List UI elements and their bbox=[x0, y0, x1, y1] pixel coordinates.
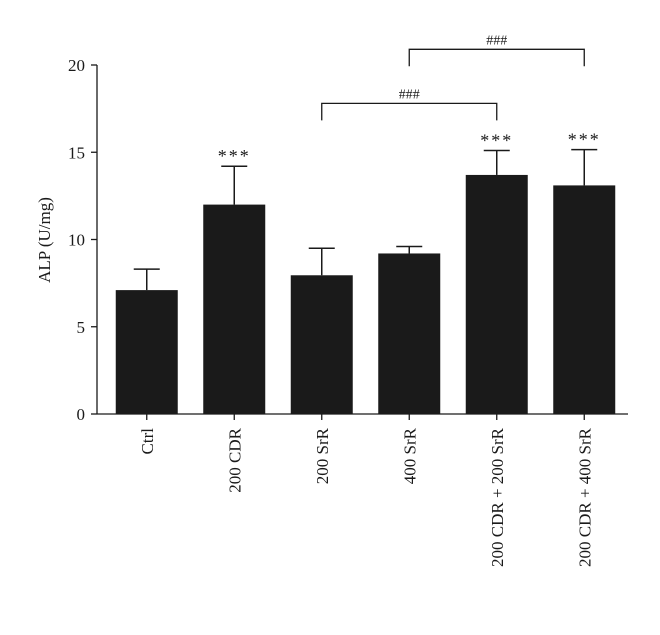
x-tick-label: Ctrl bbox=[138, 428, 157, 455]
bar bbox=[290, 275, 353, 414]
y-tick-label: 15 bbox=[68, 143, 85, 162]
y-tick-label: 10 bbox=[68, 231, 85, 250]
significance-label: *** bbox=[480, 131, 513, 151]
annotations: *** *** *** ### ### bbox=[218, 33, 601, 166]
bracket-label: ### bbox=[486, 33, 507, 48]
bars bbox=[115, 148, 616, 414]
x-tick-label: 200 SrR bbox=[313, 427, 332, 484]
y-tick-label: 20 bbox=[68, 56, 85, 75]
y-tick-label: 5 bbox=[77, 318, 86, 337]
x-tick-label: 400 SrR bbox=[400, 427, 419, 484]
y-axis-label: ALP (U/mg) bbox=[35, 197, 54, 283]
bar bbox=[465, 174, 528, 414]
x-tick-label: 200 CDR bbox=[225, 427, 244, 492]
significance-label: *** bbox=[218, 146, 251, 166]
y-axis: 0 5 10 15 20 bbox=[68, 56, 98, 424]
x-axis: Ctrl 200 CDR 200 SrR 400 SrR 200 CDR + 200 S… bbox=[97, 413, 628, 567]
bracket-label: ### bbox=[399, 87, 420, 102]
bar bbox=[378, 253, 441, 414]
comparison-bracket bbox=[408, 48, 585, 67]
bar bbox=[203, 204, 266, 414]
y-tick-label: 0 bbox=[77, 405, 86, 424]
x-tick-label: 200 CDR + 200 SrR bbox=[488, 427, 507, 567]
bar bbox=[115, 290, 178, 414]
bar bbox=[553, 185, 616, 414]
x-tick-label: 200 CDR + 400 SrR bbox=[575, 427, 594, 567]
significance-label: *** bbox=[568, 130, 601, 150]
comparison-bracket bbox=[321, 102, 498, 121]
